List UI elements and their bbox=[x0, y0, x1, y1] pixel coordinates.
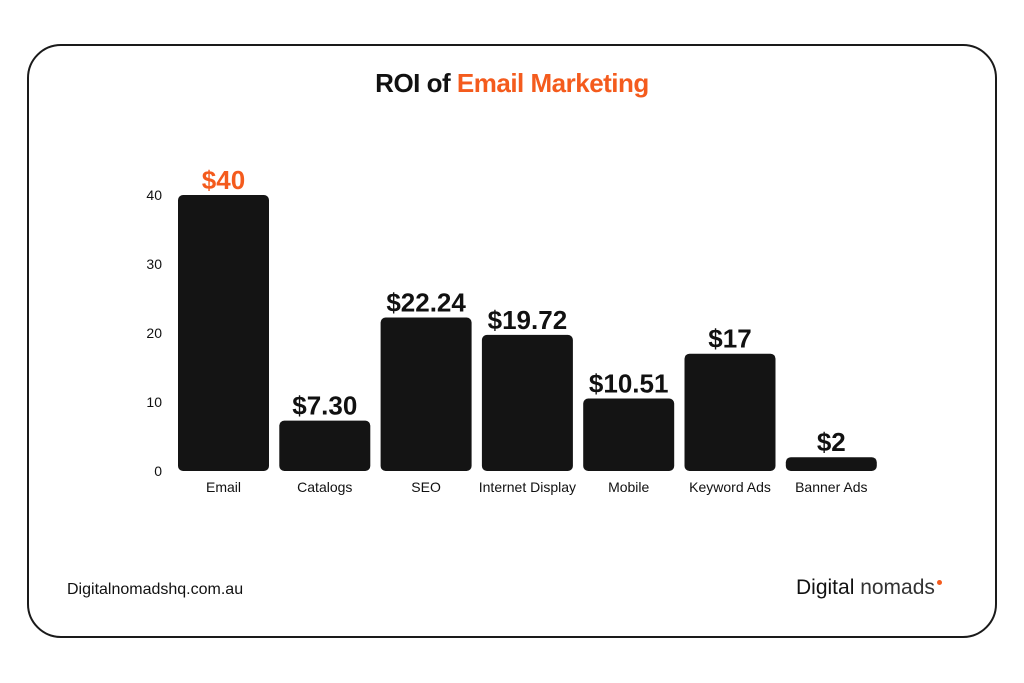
x-tick-label: SEO bbox=[411, 479, 441, 495]
brand-dot-icon bbox=[936, 580, 942, 585]
title-highlight: Email Marketing bbox=[456, 68, 649, 98]
bar-internet-display bbox=[481, 334, 573, 471]
brand-primary: Digital bbox=[796, 576, 855, 599]
y-tick-label: 20 bbox=[146, 325, 162, 341]
y-tick-label: 10 bbox=[146, 394, 162, 410]
bar-banner-ads bbox=[785, 457, 877, 471]
data-label: $2 bbox=[817, 427, 846, 457]
chart-title: ROI of Email Marketing bbox=[0, 68, 1024, 99]
x-tick-label: Catalogs bbox=[297, 479, 352, 495]
x-tick-label: Keyword Ads bbox=[689, 479, 771, 495]
data-label: $40 bbox=[202, 165, 245, 195]
y-tick-label: 0 bbox=[154, 463, 162, 479]
y-tick-label: 40 bbox=[146, 187, 162, 203]
data-label: $22.24 bbox=[386, 288, 466, 318]
y-tick-label: 30 bbox=[146, 256, 162, 272]
brand-secondary: nomads bbox=[860, 576, 935, 599]
website-footer: Digitalnomadshq.com.au bbox=[67, 581, 244, 598]
brand-logo: Digital nomads bbox=[796, 576, 942, 600]
x-tick-label: Email bbox=[206, 479, 241, 495]
data-label: $19.72 bbox=[488, 305, 568, 335]
data-label: $10.51 bbox=[589, 368, 669, 398]
title-prefix: ROI of bbox=[375, 68, 451, 98]
bar-seo bbox=[380, 317, 472, 471]
x-tick-label: Mobile bbox=[608, 479, 649, 495]
x-tick-label: Banner Ads bbox=[795, 479, 867, 495]
data-label: $17 bbox=[708, 324, 751, 354]
bar-catalogs bbox=[279, 420, 371, 471]
bar-mobile bbox=[583, 398, 675, 471]
x-tick-label: Internet Display bbox=[479, 479, 576, 495]
bar-keyword-ads bbox=[684, 353, 776, 471]
bar-email bbox=[178, 195, 269, 471]
data-label: $7.30 bbox=[292, 391, 357, 421]
